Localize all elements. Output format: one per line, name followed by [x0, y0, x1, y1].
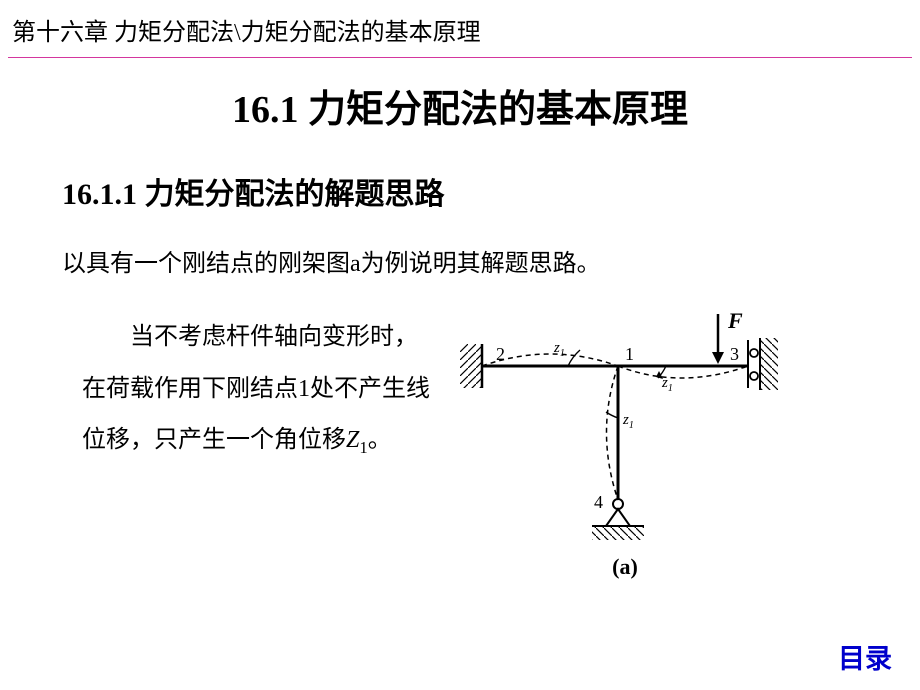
deform-column — [607, 366, 619, 500]
figure-caption: (a) — [460, 554, 790, 580]
right-roller-2 — [750, 372, 758, 380]
body-var: Z — [346, 427, 359, 453]
section-title: 16.1 力矩分配法的基本原理 — [0, 78, 920, 133]
right-roller-1 — [750, 349, 758, 357]
node-2-label: 2 — [496, 344, 505, 364]
node-3-label: 3 — [730, 344, 739, 364]
right-support-hatch — [760, 338, 778, 390]
intro-paragraph: 以具有一个刚结点的刚架图a为例说明其解题思路。 — [62, 243, 920, 278]
body-line4-prefix: 移 — [322, 427, 346, 453]
body-line4-suffix: 。 — [368, 427, 392, 453]
node-4-label: 4 — [594, 492, 603, 512]
body-paragraph: 当不考虑杆件轴向变形时，在荷载作用下刚结点1处不产生线位移，只产生一个角位移Z1… — [0, 312, 440, 580]
body-line2: 在荷载作用下刚结点1处不产 — [82, 376, 382, 402]
body-line1: 当不考虑杆件轴向变形时， — [130, 324, 418, 350]
breadcrumb: 第十六章 力矩分配法\力矩分配法的基本原理 — [0, 0, 920, 57]
figure-area: F 2 1 3 4 z1 z1 z1 (a) — [440, 312, 920, 580]
angle-arc-col — [606, 412, 618, 418]
deform-right — [618, 366, 748, 378]
force-arrow-head — [712, 352, 724, 364]
body-sub: 1 — [359, 438, 367, 457]
subsection-title: 16.1.1 力矩分配法的解题思路 — [62, 169, 920, 213]
z1-col: z1 — [622, 412, 634, 431]
divider-line — [8, 57, 912, 58]
z1-left: z1 — [553, 340, 565, 359]
ground-hatch — [592, 526, 644, 540]
angle-arc-left — [568, 350, 580, 366]
toc-link[interactable]: 目录 — [838, 637, 892, 676]
pin-triangle — [606, 509, 630, 526]
left-support-hatch — [460, 344, 482, 388]
frame-diagram: F 2 1 3 4 z1 z1 z1 — [460, 312, 790, 542]
force-label: F — [727, 312, 743, 333]
node-1-label: 1 — [625, 344, 634, 364]
content-row: 当不考虑杆件轴向变形时，在荷载作用下刚结点1处不产生线位移，只产生一个角位移Z1… — [0, 312, 920, 580]
